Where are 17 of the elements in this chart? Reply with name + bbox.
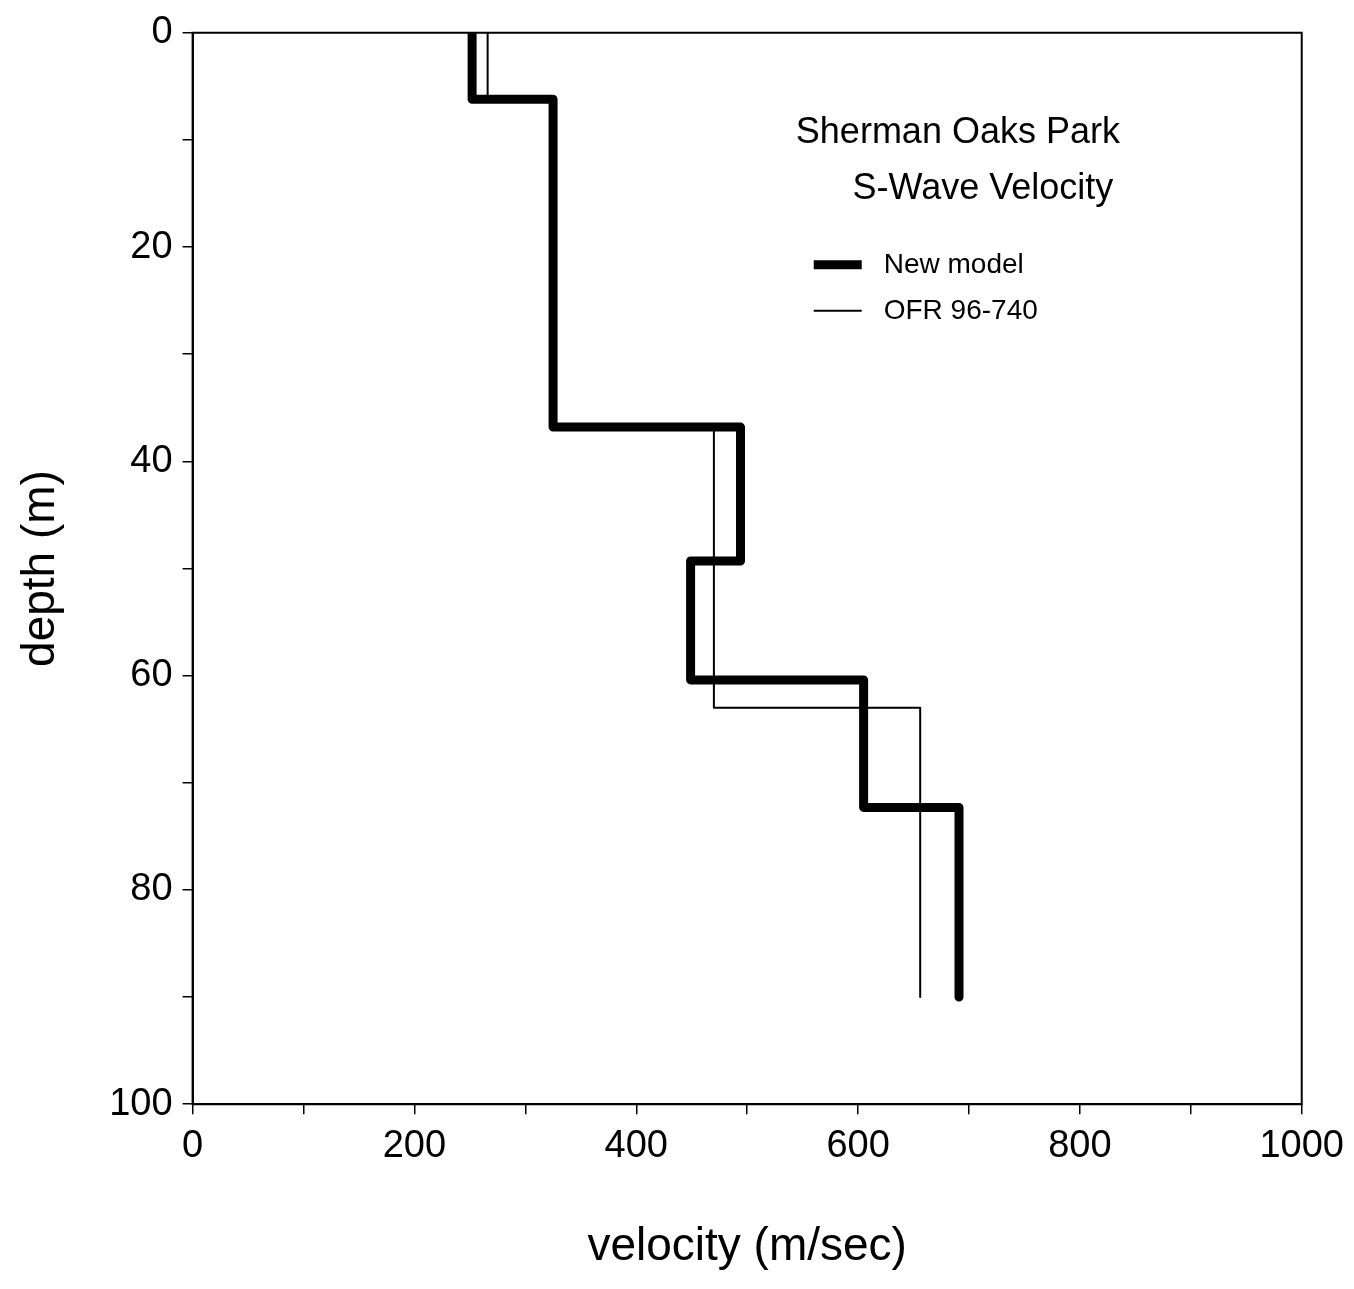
x-tick-label: 0 [182, 1123, 204, 1166]
y-tick-label: 20 [130, 223, 173, 266]
legend-label: OFR 96-740 [883, 293, 1038, 325]
x-tick-label: 400 [604, 1123, 668, 1166]
y-tick-label: 60 [130, 652, 173, 695]
y-tick-label: 40 [130, 437, 173, 480]
y-axis-title: depth (m) [12, 470, 65, 667]
y-tick-label: 0 [151, 9, 173, 52]
x-tick-label: 1000 [1259, 1123, 1345, 1166]
y-tick-label: 100 [109, 1080, 173, 1123]
x-tick-label: 800 [1048, 1123, 1112, 1166]
x-tick-label: 600 [826, 1123, 890, 1166]
x-tick-label: 200 [382, 1123, 447, 1166]
text: Sherman Oaks Park S-Wave Velocity [795, 109, 1121, 207]
y-tick-label: 80 [130, 866, 173, 909]
legend-label: New model [883, 247, 1024, 279]
x-axis-title: velocity (m/sec) [587, 1218, 907, 1271]
